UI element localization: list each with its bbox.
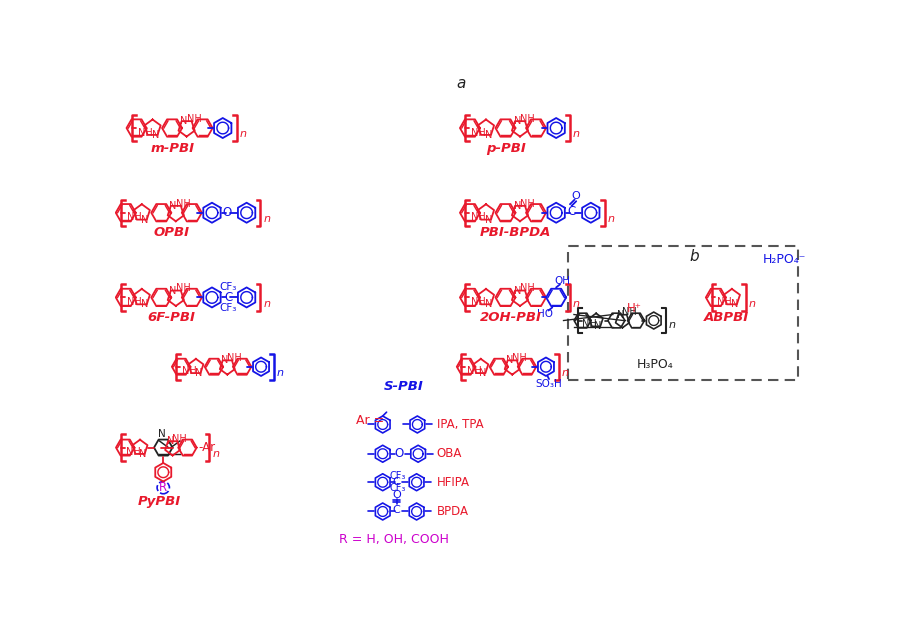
Text: 2OH-PBI: 2OH-PBI: [480, 311, 542, 324]
Text: PBI-BPDA: PBI-BPDA: [480, 226, 551, 240]
Text: NH: NH: [520, 283, 535, 293]
Text: OH: OH: [554, 276, 571, 286]
Text: n: n: [277, 368, 284, 378]
Text: NH: NH: [176, 283, 191, 293]
Text: a: a: [456, 76, 466, 91]
Text: p-PBI: p-PBI: [486, 141, 526, 155]
Text: R = H, OH, COOH: R = H, OH, COOH: [339, 533, 449, 547]
Text: NH: NH: [182, 366, 196, 376]
Text: O: O: [392, 490, 400, 499]
Text: O: O: [222, 206, 232, 219]
Text: n: n: [749, 299, 755, 308]
Text: HO: HO: [537, 308, 554, 318]
Text: H₂PO₄⁻: H₂PO₄⁻: [763, 253, 806, 266]
Text: n: n: [212, 448, 219, 459]
Text: NH: NH: [520, 114, 535, 124]
Text: NH: NH: [126, 447, 140, 457]
Text: n: n: [263, 299, 270, 308]
Text: NH: NH: [172, 434, 187, 444]
Text: N: N: [180, 116, 187, 126]
Text: H⁺: H⁺: [626, 302, 642, 315]
Text: -Ar: -Ar: [199, 441, 216, 454]
Text: n: n: [669, 320, 676, 330]
Text: N: N: [140, 299, 148, 310]
Text: NH: NH: [466, 366, 482, 376]
Text: N: N: [169, 285, 176, 296]
Text: m-PBI: m-PBI: [150, 141, 194, 155]
Text: n: n: [562, 368, 569, 378]
Text: N: N: [514, 116, 521, 126]
Text: R: R: [159, 481, 167, 494]
Text: NH: NH: [186, 114, 202, 124]
Text: NH: NH: [622, 308, 636, 317]
Text: OBA: OBA: [436, 447, 462, 461]
Text: N: N: [616, 310, 625, 320]
Text: OPBI: OPBI: [153, 226, 189, 240]
Text: n: n: [263, 214, 270, 224]
Text: NH: NH: [176, 199, 191, 208]
Text: N: N: [139, 449, 146, 459]
Text: N: N: [506, 355, 514, 366]
Text: IPA, TPA: IPA, TPA: [436, 418, 483, 431]
Text: HFIPA: HFIPA: [436, 476, 470, 489]
Text: 6F-PBI: 6F-PBI: [148, 311, 195, 324]
Text: CF₃: CF₃: [390, 471, 406, 481]
Text: Ar =: Ar =: [356, 414, 384, 427]
Text: S-PBI: S-PBI: [383, 380, 423, 393]
Text: N: N: [169, 201, 176, 211]
Text: NH: NH: [127, 212, 142, 222]
Text: N: N: [194, 368, 202, 378]
Text: C: C: [392, 505, 400, 515]
Text: BPDA: BPDA: [436, 505, 469, 518]
Text: C: C: [567, 204, 576, 218]
Text: NH: NH: [127, 297, 142, 307]
Text: N: N: [166, 436, 174, 447]
Text: CF₃: CF₃: [220, 303, 237, 313]
Text: C: C: [224, 291, 232, 304]
Text: n: n: [608, 214, 615, 224]
Text: n: n: [239, 129, 247, 140]
Text: O: O: [394, 447, 403, 461]
Text: CF₃: CF₃: [220, 282, 237, 292]
Text: N: N: [480, 368, 487, 378]
Text: b: b: [689, 249, 698, 264]
Text: CF₃: CF₃: [390, 483, 406, 494]
Text: NH: NH: [717, 297, 732, 307]
Text: NH: NH: [582, 319, 597, 329]
Text: N: N: [485, 215, 492, 225]
Text: C: C: [392, 477, 400, 487]
Text: N: N: [514, 201, 521, 211]
Text: n: n: [572, 129, 580, 140]
Text: N: N: [485, 299, 492, 310]
Text: H₃PO₄: H₃PO₄: [637, 358, 674, 371]
FancyBboxPatch shape: [568, 246, 797, 380]
Text: N: N: [158, 429, 166, 440]
Text: N: N: [151, 130, 159, 140]
Text: NH: NH: [472, 297, 486, 307]
Text: N: N: [514, 285, 521, 296]
Text: N: N: [485, 130, 492, 140]
Text: ABPBI: ABPBI: [704, 311, 750, 324]
Text: N: N: [731, 299, 738, 310]
Text: SO₃H: SO₃H: [536, 378, 562, 389]
Text: NH: NH: [472, 212, 486, 222]
Text: NH: NH: [512, 353, 526, 363]
Text: PyPBI: PyPBI: [138, 495, 181, 508]
Text: N: N: [140, 215, 148, 225]
Text: NH: NH: [520, 199, 535, 208]
Text: NH: NH: [138, 127, 153, 138]
Text: N: N: [594, 321, 602, 331]
Text: N: N: [221, 355, 229, 366]
Text: NH: NH: [227, 353, 241, 363]
Text: O: O: [571, 191, 580, 201]
Text: NH: NH: [472, 127, 486, 138]
Text: n: n: [572, 299, 580, 308]
